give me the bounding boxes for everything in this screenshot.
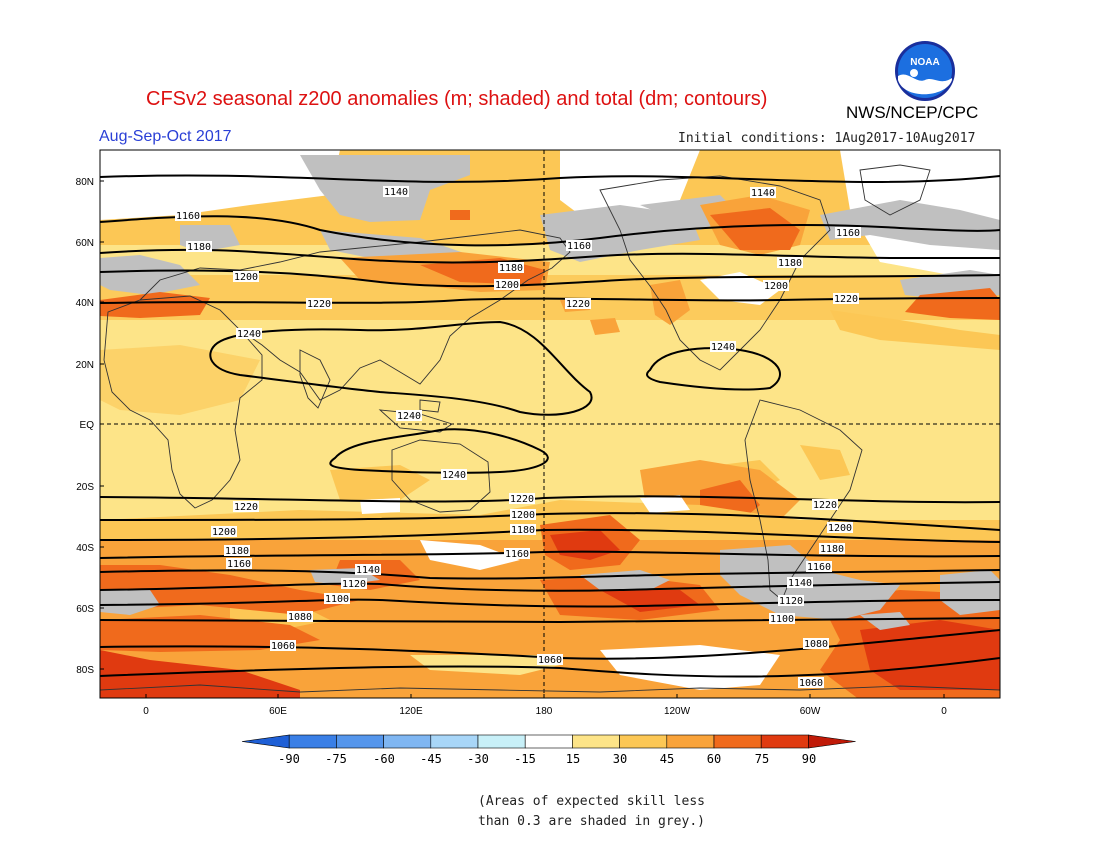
contour-label: 1140 [751,188,775,199]
lat-ticks [100,180,945,698]
lon-label: 0 [143,706,149,717]
contour-label: 1180 [511,525,535,536]
contour-label: 1200 [234,272,258,283]
contour-label: 1160 [807,562,831,573]
contour-label: 1200 [212,527,236,538]
contour-label: 1140 [384,187,408,198]
noaa-logo-text: NOAA [910,57,939,68]
lat-label: 20S [76,482,94,493]
anomaly-map: 1140 1160 1180 1200 1220 1240 1160 1180 [76,149,1001,717]
contour-label: 1180 [225,546,249,557]
contour-label: 1160 [176,211,200,222]
longitude-axis: 0 60E 120E 180 120W 60W 0 [143,706,947,717]
contour-label: 1180 [187,242,211,253]
contour-label: 1240 [442,470,466,481]
contour-label: 1160 [227,559,251,570]
contour-label: 1080 [288,612,312,623]
contour-label: 1220 [234,502,258,513]
lon-label: 60W [800,706,821,717]
footnote-line-2: than 0.3 are shaded in grey.) [478,814,705,829]
season-label: Aug-Sep-Oct 2017 [99,128,232,145]
contour-label: 1220 [566,299,590,310]
contour-label: 1240 [397,411,421,422]
lat-label: 40S [76,543,94,554]
skill-footnote: (Areas of expected skill less than 0.3 a… [478,792,705,832]
lon-label: 120W [664,706,691,717]
lat-label: EQ [80,420,95,431]
contour-label: 1100 [325,594,349,605]
contour-label: 1200 [511,510,535,521]
contour-label: 1060 [271,641,295,652]
lat-label: 80N [76,177,94,188]
footnote-line-1: (Areas of expected skill less [478,794,705,809]
contour-label: 1140 [788,578,812,589]
lon-label: 180 [536,706,553,717]
lon-label: 120E [399,706,423,717]
latitude-axis: 80N 60N 40N 20N EQ 20S 40S 60S 80S [76,177,95,676]
contour-label: 1180 [499,263,523,274]
contour-label: 1220 [834,294,858,305]
coastlines [100,164,1000,693]
contour-label: 1220 [813,500,837,511]
contour-label: 1140 [356,565,380,576]
contour-label: 1240 [711,342,735,353]
contour-label: 1220 [307,299,331,310]
lat-label: 60N [76,238,94,249]
agency-label: NWS/NCEP/CPC [846,103,979,122]
contour-labels: 1140 1160 1180 1200 1220 1240 1160 1180 [175,186,861,689]
contour-label: 1060 [799,678,823,689]
contour-label: 1160 [505,549,529,560]
contour-label: 1060 [538,655,562,666]
contour-label: 1160 [836,228,860,239]
contour-label: 1160 [567,241,591,252]
lat-label: 20N [76,360,94,371]
contour-label: 1180 [820,544,844,555]
chart-title: CFSv2 seasonal z200 anomalies (m; shaded… [146,88,768,110]
contour-label: 1240 [237,329,261,340]
contour-label: 1200 [495,280,519,291]
shaded-anomalies [100,150,1000,698]
lat-label: 40N [76,298,94,309]
initial-conditions-label: Initial conditions: 1Aug2017-10Aug2017 [678,131,976,146]
contour-label: 1120 [779,596,803,607]
lat-label: 80S [76,665,94,676]
contour-label: 1080 [804,639,828,650]
contour-label: 1200 [764,281,788,292]
contour-label: 1220 [510,494,534,505]
contour-label: 1100 [770,614,794,625]
lat-label: 60S [76,604,94,615]
contour-label: 1120 [342,579,366,590]
noaa-logo: NOAA [895,41,955,101]
contour-label: 1200 [828,523,852,534]
contour-label: 1180 [778,258,802,269]
lon-label: 60E [269,706,287,717]
lon-label: 0 [941,706,947,717]
